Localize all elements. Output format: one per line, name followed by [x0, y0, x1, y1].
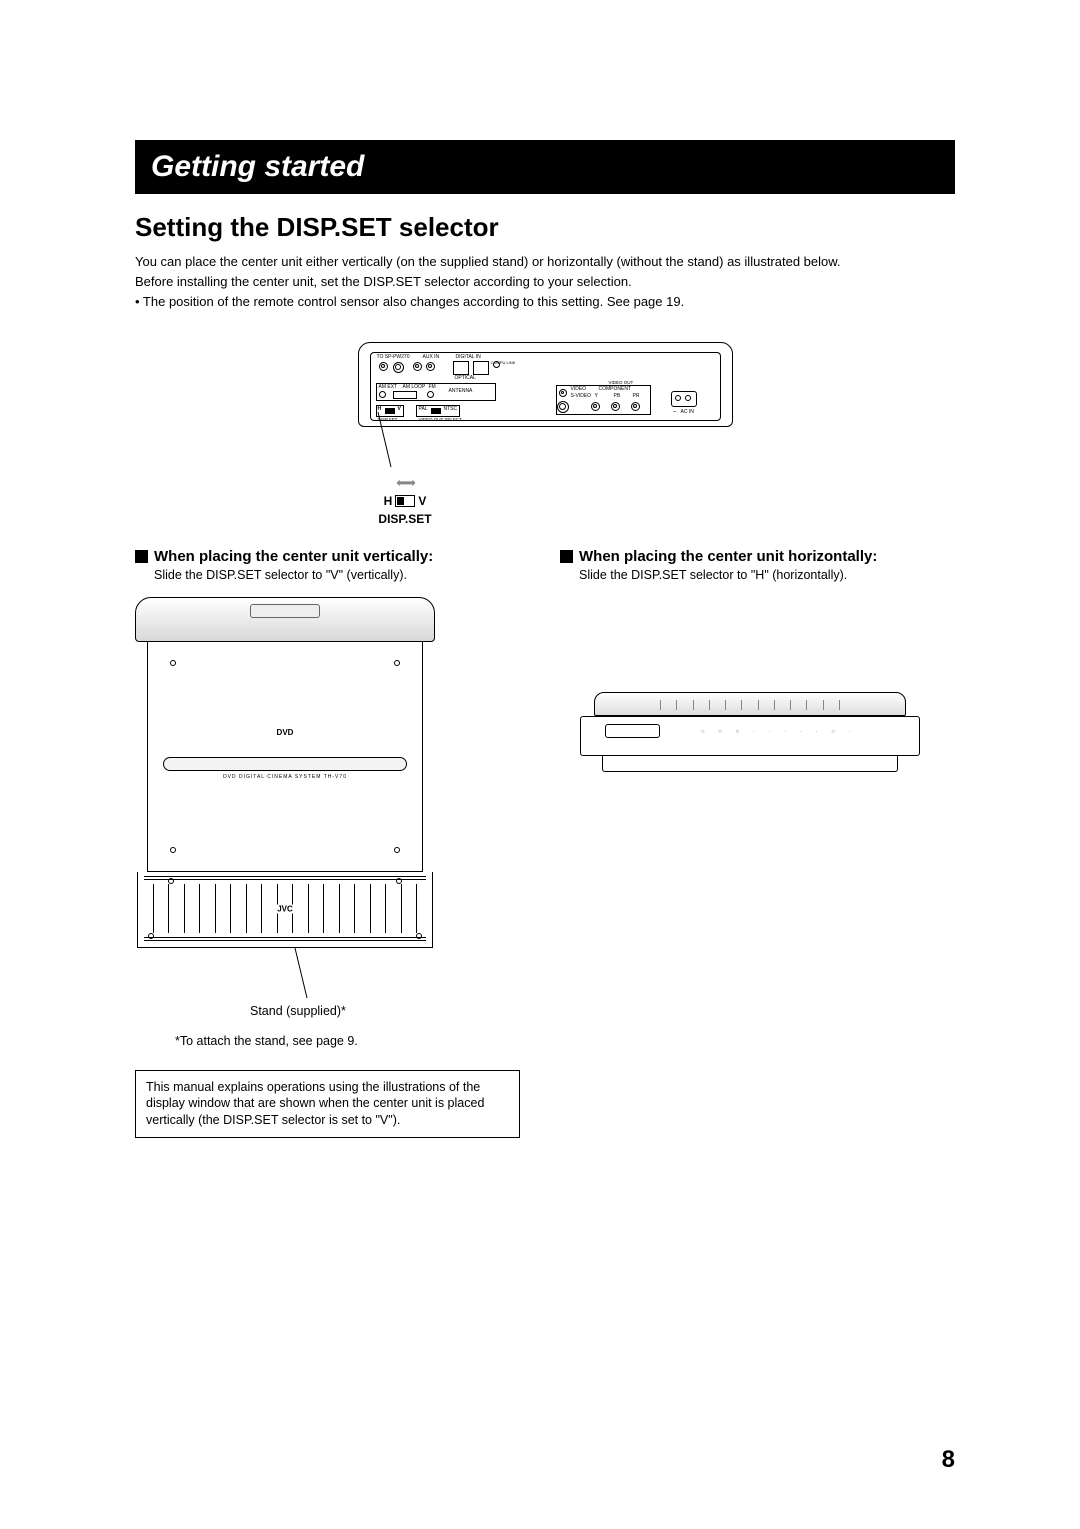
header-bar: Getting started [135, 140, 955, 194]
right-subtitle: When placing the center unit horizontall… [560, 548, 955, 565]
stand-callout-line [275, 948, 315, 1006]
label-video-out: VIDEO OUT [609, 381, 634, 386]
label-pal: PAL [419, 407, 428, 412]
label-antenna: ANTENNA [449, 389, 473, 394]
section-title: Setting the DISP.SET selector [135, 212, 955, 243]
label-pr: PR [633, 394, 640, 399]
left-subtitle-text: When placing the center unit vertically: [154, 548, 433, 565]
vertical-unit-illustration: DVD DVD DIGITAL CINEMA SYSTEM TH-V70 JVC [135, 597, 530, 1016]
header-title: Getting started [151, 150, 364, 183]
model-line: DVD DIGITAL CINEMA SYSTEM TH-V70 [223, 774, 347, 780]
right-subtitle-text: When placing the center unit horizontall… [579, 548, 877, 565]
left-subtitle: When placing the center unit vertically: [135, 548, 530, 565]
callout-v: V [418, 494, 426, 508]
right-instruction: Slide the DISP.SET selector to "H" (hori… [579, 568, 955, 582]
square-bullet-icon [135, 550, 148, 563]
label-am-ext: AM EXT [379, 385, 398, 390]
label-svideo: S-VIDEO [571, 394, 592, 399]
left-instruction: Slide the DISP.SET selector to "V" (vert… [154, 568, 530, 582]
jvc-logo: JVC [274, 905, 296, 914]
callout-disp-set: DISP.SET [378, 512, 431, 526]
label-am-loop: AM LOOP [403, 385, 426, 390]
dvd-logo: DVD [277, 728, 294, 737]
horizontal-unit-illustration: ○ ○ ○ · · · · · ○ · [560, 692, 955, 772]
label-ac-in: AC IN [681, 410, 694, 415]
label-pb: PB [614, 394, 621, 399]
label-aux-in: AUX IN [423, 355, 440, 360]
intro-line2: Before installing the center unit, set t… [135, 273, 955, 291]
note-box: This manual explains operations using th… [135, 1070, 520, 1139]
callout-h: H [384, 494, 393, 508]
label-video-out-select: VIDEO OUT SELECT [419, 418, 462, 423]
label-component: COMPONENT [599, 387, 632, 392]
callout-line [366, 412, 406, 484]
label-digital-in: DIGITAL IN [456, 355, 481, 360]
stand-label: Stand (supplied)* [250, 1004, 346, 1018]
page-number: 8 [942, 1446, 955, 1474]
intro-line1: You can place the center unit either ver… [135, 253, 955, 271]
label-fm: FM [429, 385, 436, 390]
label-to-sp: TO SP-PW270 [377, 355, 410, 360]
attach-note: *To attach the stand, see page 9. [175, 1034, 530, 1048]
intro-bullet: • The position of the remote control sen… [135, 293, 955, 311]
square-bullet-icon [560, 550, 573, 563]
label-y: Y [595, 394, 598, 399]
label-ntsc: NTSC [444, 407, 458, 412]
rear-panel-diagram: TO SP-PW270 AUX IN DIGITAL IN OPTICAL CO… [135, 342, 955, 528]
label-video: VIDEO [571, 387, 587, 392]
label-optical: OPTICAL [455, 376, 476, 381]
